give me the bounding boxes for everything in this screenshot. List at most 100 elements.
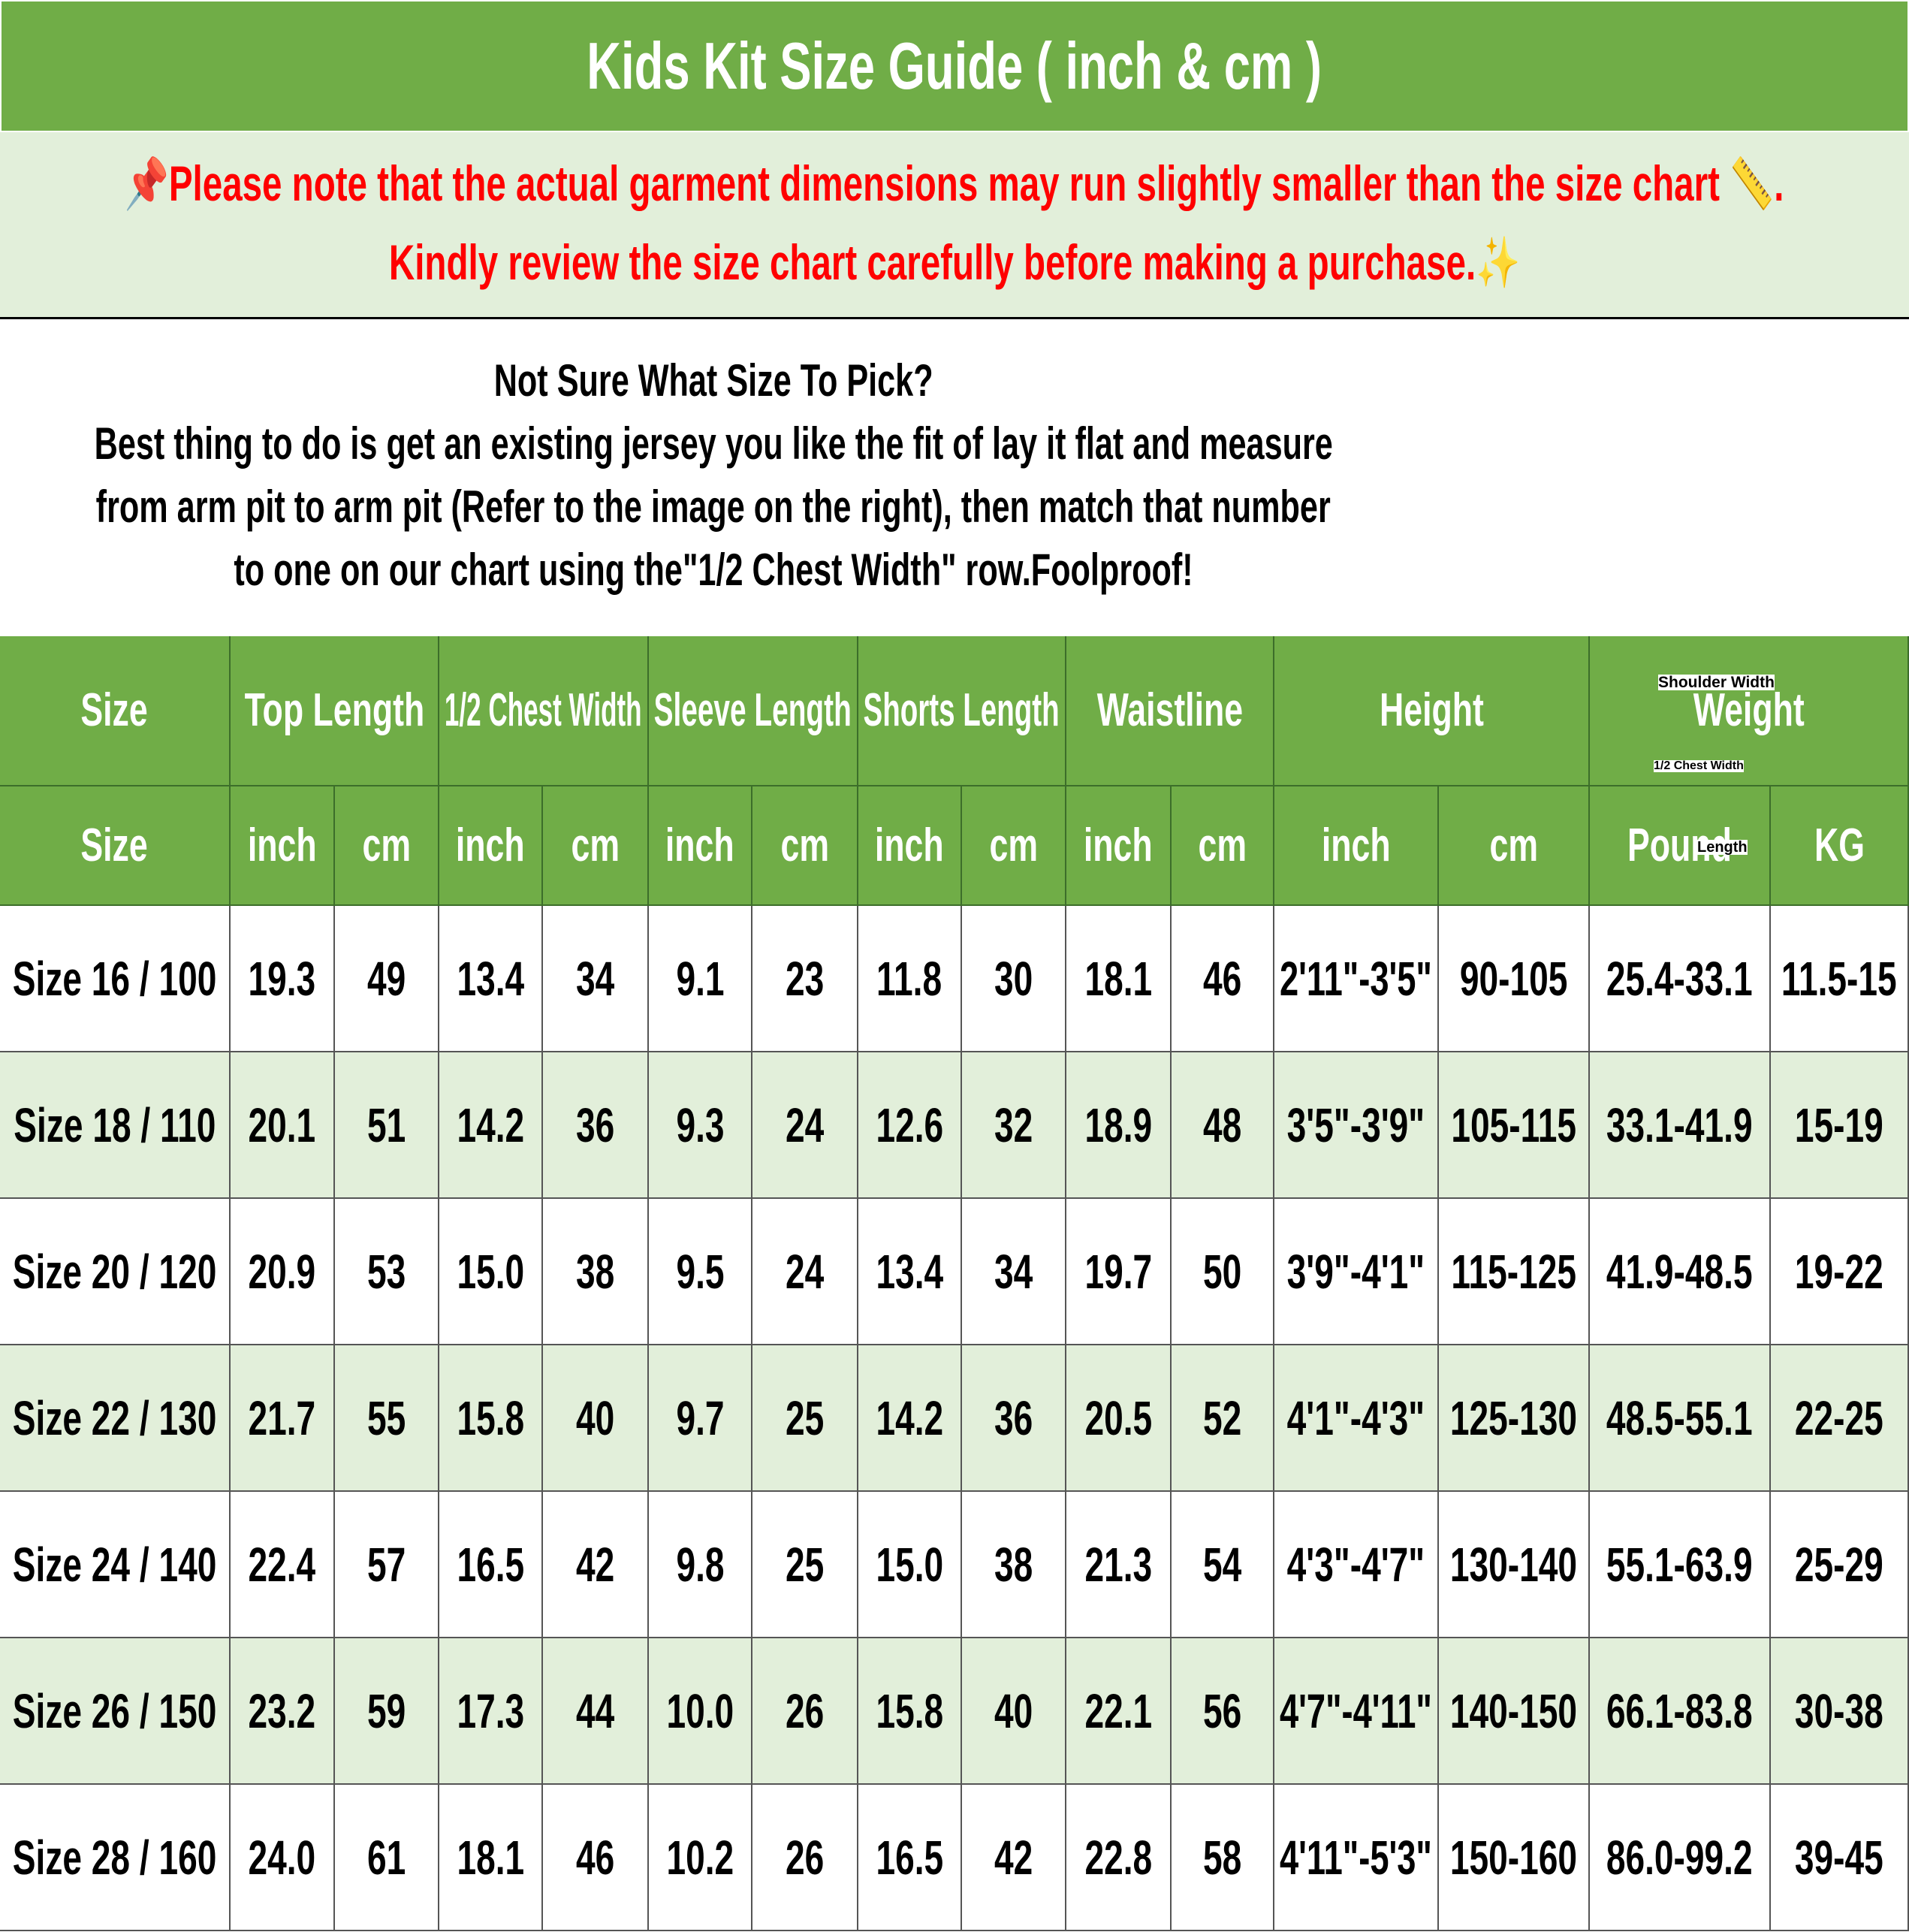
- size-cell-text: Size 20 / 120: [12, 1244, 217, 1299]
- table-cell: 42: [962, 1785, 1066, 1931]
- table-cell: 16.5: [439, 1492, 543, 1638]
- table-cell: 9.7: [649, 1345, 752, 1492]
- table-cell-text: 23: [785, 951, 825, 1006]
- table-cell-text: 24: [785, 1097, 825, 1152]
- table-cell-text: 90-105: [1459, 951, 1568, 1006]
- table-cell-text: 22.8: [1084, 1830, 1152, 1885]
- table-cell-text: 34: [994, 1244, 1033, 1299]
- intro-line: to one on our chart using the"1/2 Chest …: [234, 545, 1193, 595]
- unit-header: inch: [1274, 786, 1439, 906]
- table-cell-text: 21.3: [1084, 1537, 1152, 1592]
- unit-header-text: cm: [1198, 819, 1247, 871]
- size-cell-text: Size 22 / 130: [12, 1390, 217, 1445]
- table-cell: 40: [543, 1345, 649, 1492]
- table-cell: 21.7: [231, 1345, 335, 1492]
- unit-header-text: cm: [571, 819, 620, 871]
- table-cell-text: 20.5: [1084, 1390, 1152, 1445]
- table-cell: 20.5: [1066, 1345, 1172, 1492]
- table-cell-text: 9.8: [675, 1537, 725, 1592]
- table-cell: 115-125: [1439, 1199, 1590, 1345]
- unit-header-text: cm: [1489, 819, 1538, 871]
- table-cell-text: 34: [575, 951, 615, 1006]
- table-cell: 22.1: [1066, 1638, 1172, 1785]
- column-group-header: Waistline: [1066, 636, 1274, 786]
- table-cell-text: 18.1: [1084, 951, 1152, 1006]
- table-cell-text: 33.1-41.9: [1606, 1097, 1753, 1152]
- column-group-header: Shorts Length: [858, 636, 1066, 786]
- table-cell: 15.8: [439, 1345, 543, 1492]
- unit-header: cm: [1172, 786, 1274, 906]
- table-cell: 22-25: [1771, 1345, 1909, 1492]
- unit-header-text: Size: [80, 819, 149, 871]
- table-cell-text: 9.1: [675, 951, 725, 1006]
- sparkles-icon: ✨: [1476, 234, 1521, 290]
- table-cell: 17.3: [439, 1638, 543, 1785]
- table-cell-text: 9.3: [675, 1097, 725, 1152]
- table-cell: 15-19: [1771, 1052, 1909, 1199]
- table-cell-text: 20.1: [248, 1097, 316, 1152]
- table-cell: 14.2: [439, 1052, 543, 1199]
- table-cell-text: 24.0: [248, 1830, 316, 1885]
- table-cell: 4'11"-5'3": [1274, 1785, 1439, 1931]
- notice-line-1: Please note that the actual garment dime…: [169, 155, 1721, 211]
- table-cell: 50: [1172, 1199, 1274, 1345]
- table-cell: 22.8: [1066, 1785, 1172, 1931]
- table-cell: 18.9: [1066, 1052, 1172, 1199]
- chest-width-label: 1/2 Chest Width: [1654, 759, 1744, 772]
- unit-header-text: inch: [875, 819, 944, 871]
- table-cell-text: 52: [1202, 1390, 1242, 1445]
- table-cell: 13.4: [858, 1199, 962, 1345]
- table-cell: 59: [335, 1638, 439, 1785]
- table-cell: 3'5"-3'9": [1274, 1052, 1439, 1199]
- table-cell: 18.1: [1066, 906, 1172, 1052]
- notice-line-2: Kindly review the size chart carefully b…: [388, 234, 1476, 290]
- intro-line: Best thing to do is get an existing jers…: [94, 418, 1333, 469]
- column-group-header-text: Weight: [1693, 684, 1805, 736]
- table-cell-text: 51: [366, 1097, 406, 1152]
- column-group-header-text: Size: [80, 684, 149, 736]
- unit-header: inch: [649, 786, 752, 906]
- table-cell: 12.6: [858, 1052, 962, 1199]
- table-cell-text: 42: [994, 1830, 1033, 1885]
- unit-header: inch: [231, 786, 335, 906]
- table-cell: 24: [752, 1199, 858, 1345]
- table-cell-text: 105-115: [1451, 1097, 1576, 1152]
- size-cell: Size 26 / 150: [0, 1638, 231, 1785]
- table-cell: 25: [752, 1492, 858, 1638]
- table-cell-text: 130-140: [1449, 1537, 1578, 1592]
- notice-banner: 📌Please note that the actual garment dim…: [0, 132, 1909, 319]
- table-cell-text: 22.4: [248, 1537, 316, 1592]
- intro-line: from arm pit to arm pit (Refer to the im…: [95, 481, 1331, 532]
- unit-header: inch: [858, 786, 962, 906]
- table-cell: 61: [335, 1785, 439, 1931]
- table-cell-text: 48: [1202, 1097, 1242, 1152]
- table-cell-text: 55: [366, 1390, 406, 1445]
- table-cell: 32: [962, 1052, 1066, 1199]
- table-cell-text: 14.2: [876, 1390, 943, 1445]
- table-cell: 2'11"-3'5": [1274, 906, 1439, 1052]
- table-cell: 9.1: [649, 906, 752, 1052]
- table-cell-text: 4'3"-4'7": [1286, 1537, 1425, 1592]
- table-cell-text: 18.9: [1084, 1097, 1152, 1152]
- unit-header-text: inch: [456, 819, 525, 871]
- table-cell: 23: [752, 906, 858, 1052]
- table-cell-text: 40: [994, 1683, 1033, 1738]
- size-cell-text: Size 16 / 100: [12, 951, 217, 1006]
- table-cell-text: 140-150: [1449, 1683, 1578, 1738]
- table-cell: 18.1: [439, 1785, 543, 1931]
- table-cell-text: 53: [366, 1244, 406, 1299]
- table-cell-text: 30-38: [1795, 1683, 1883, 1738]
- table-cell: 55: [335, 1345, 439, 1492]
- table-cell-text: 15.0: [876, 1537, 943, 1592]
- unit-header: Size: [0, 786, 231, 906]
- column-group-header-text: Sleeve Length: [653, 684, 852, 736]
- table-cell-text: 59: [366, 1683, 406, 1738]
- table-cell: 86.0-99.2: [1590, 1785, 1771, 1931]
- size-cell-text: Size 26 / 150: [12, 1683, 217, 1738]
- table-cell: 16.5: [858, 1785, 962, 1931]
- table-cell: 48: [1172, 1052, 1274, 1199]
- unit-header: inch: [439, 786, 543, 906]
- table-cell-text: 13.4: [457, 951, 524, 1006]
- table-cell: 58: [1172, 1785, 1274, 1931]
- table-cell: 19.3: [231, 906, 335, 1052]
